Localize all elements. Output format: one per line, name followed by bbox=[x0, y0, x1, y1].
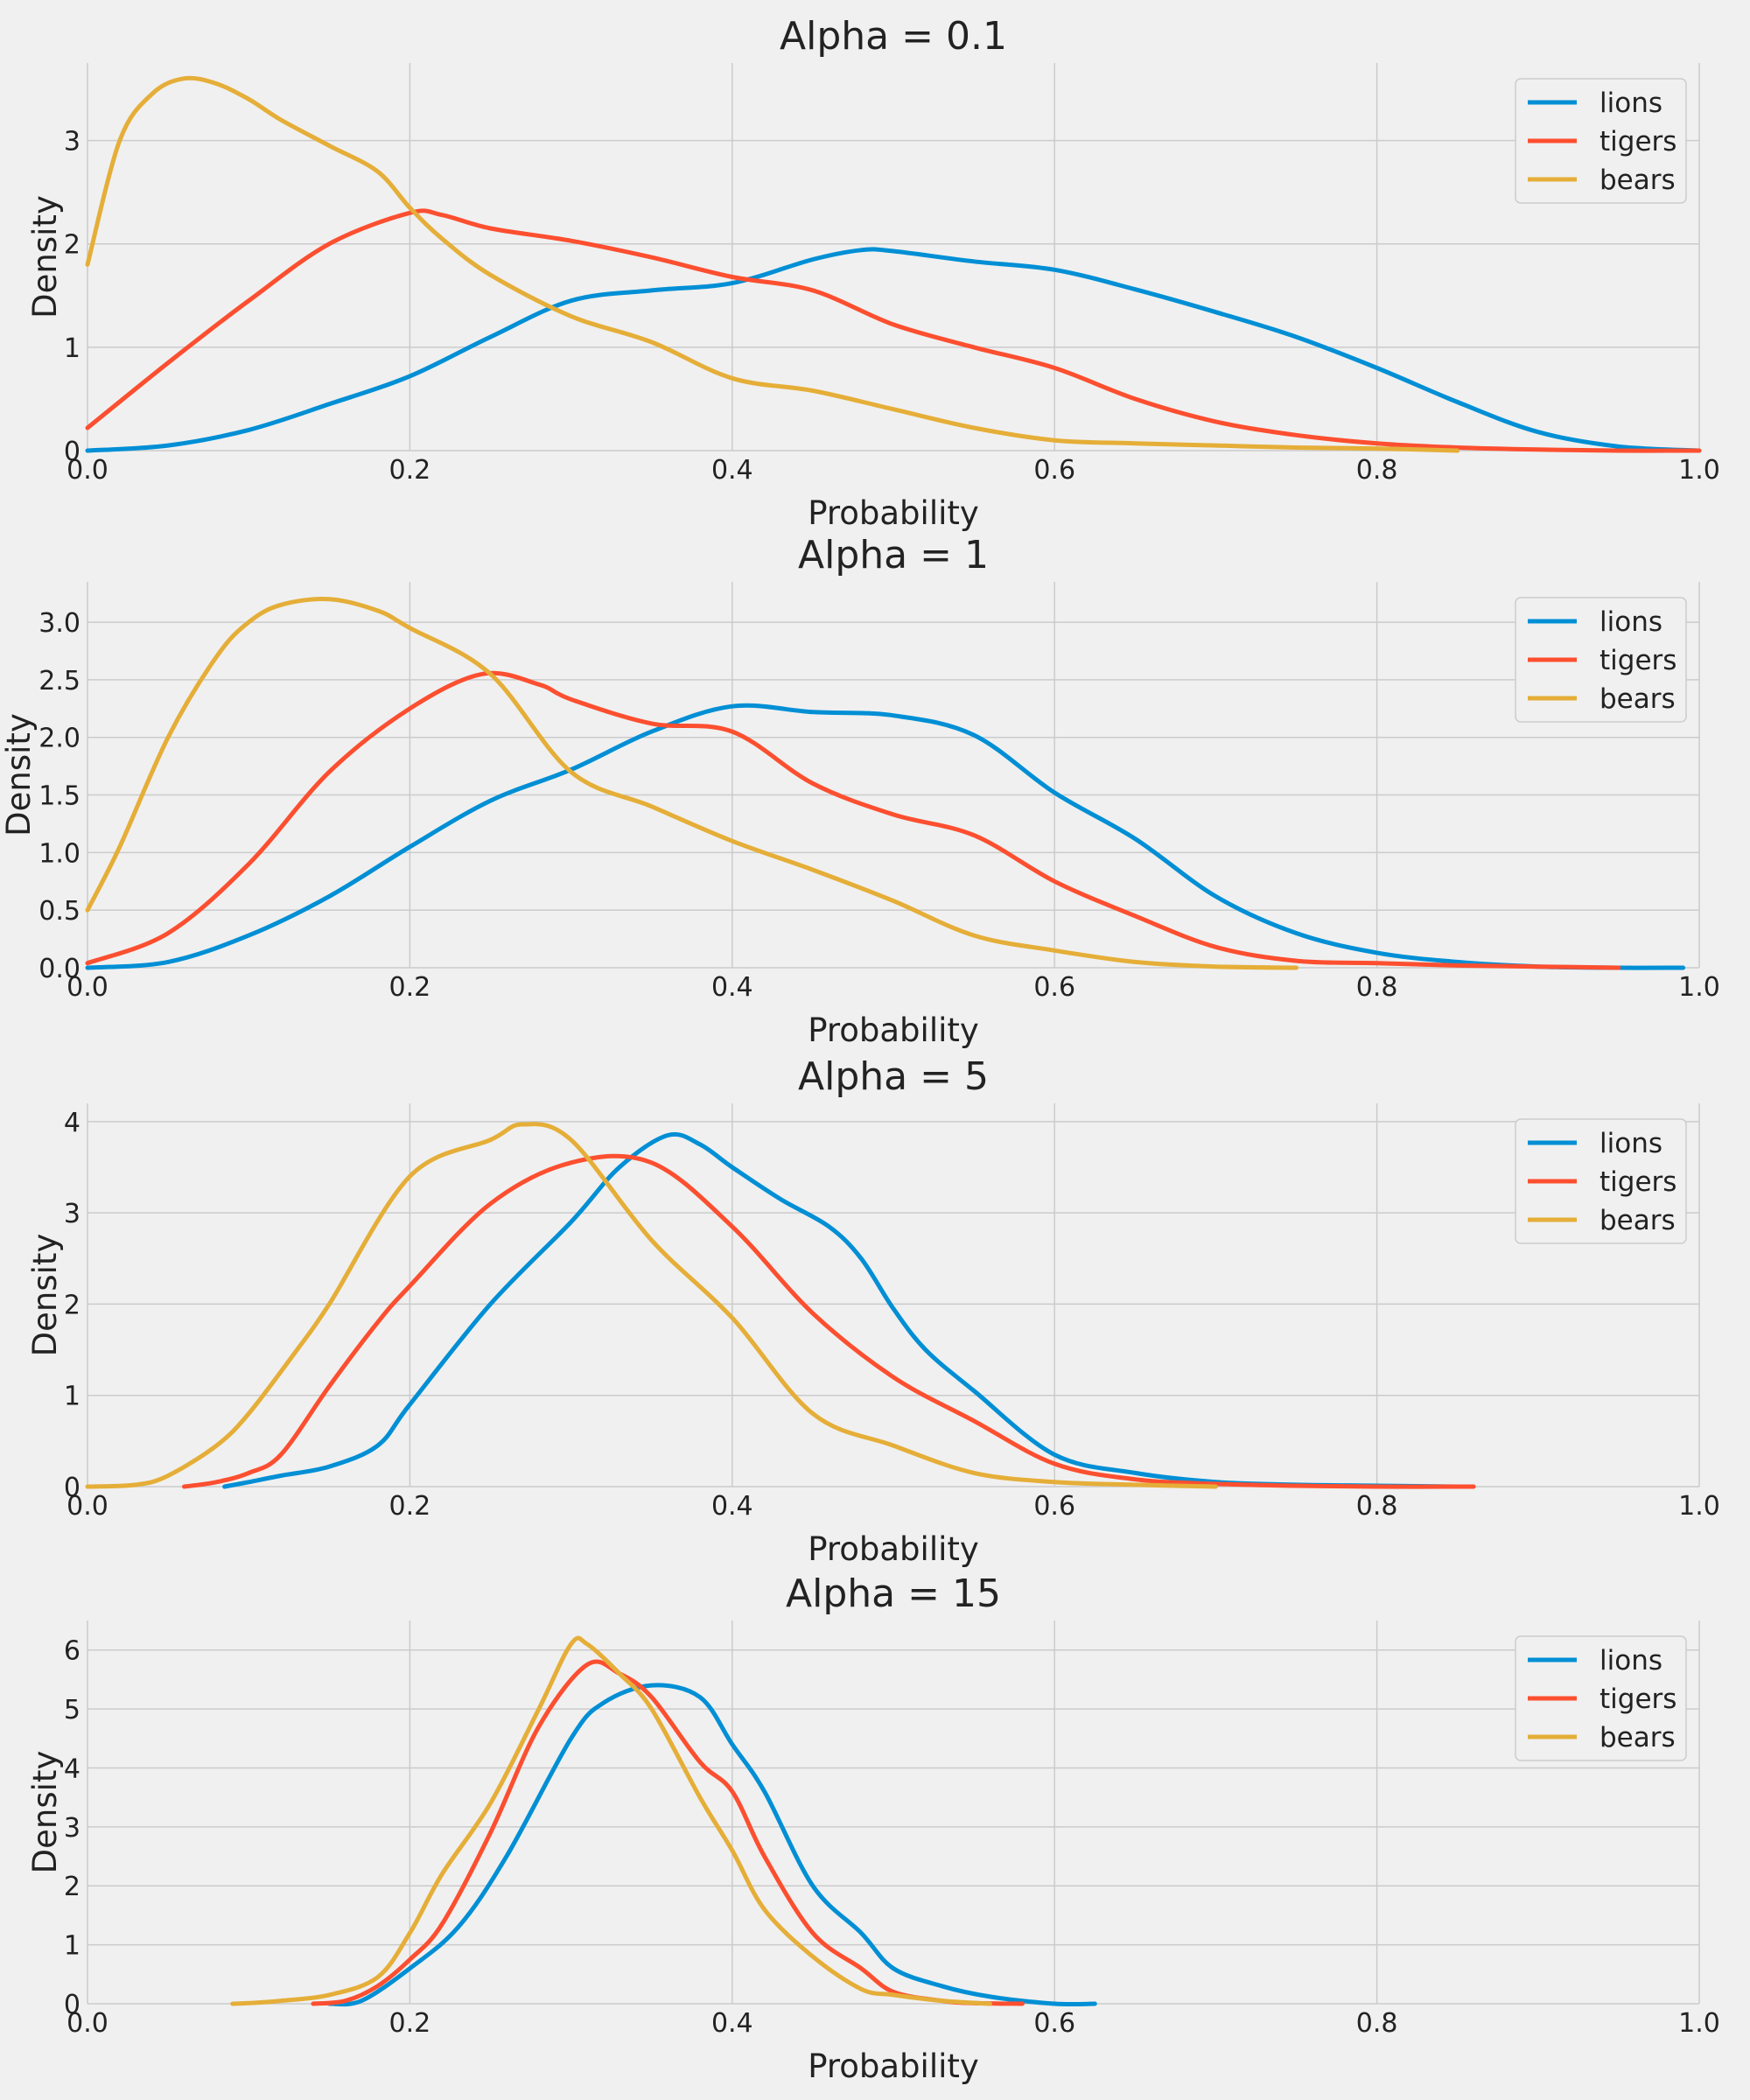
x-tick-label: 0.0 bbox=[66, 455, 108, 486]
x-tick-label: 0.4 bbox=[711, 1491, 753, 1522]
series-line-bears bbox=[230, 1635, 992, 2006]
y-tick-label: 3 bbox=[64, 1199, 80, 1229]
panel-4: 0.0 0.2 0.4 0.6 0.8 1.0 0 1 2 3 4 5 6 Alpha = 15 Proba… bbox=[26, 1572, 1720, 2085]
chart-title: Alpha = 15 bbox=[786, 1572, 1001, 1616]
series-line-tigers bbox=[85, 670, 1621, 970]
y-tick-label: 0 bbox=[64, 1473, 80, 1503]
y-tick-label: 6 bbox=[64, 1636, 80, 1667]
y-tick-label: 4 bbox=[64, 1108, 80, 1138]
x-tick-label: 0.4 bbox=[711, 455, 753, 486]
y-tick-label: 2.5 bbox=[38, 666, 80, 696]
legend-label-tigers: tigers bbox=[1600, 1166, 1676, 1198]
x-tick-label: 0.2 bbox=[389, 1491, 431, 1522]
series-line-bears bbox=[85, 1122, 1218, 1489]
y-tick-label: 3 bbox=[64, 127, 80, 158]
series-line-tigers bbox=[182, 1153, 1476, 1489]
panel-1: 0.0 0.2 0.4 0.6 0.8 1.0 0 1 2 3 Alpha = 0.1 Probabi… bbox=[26, 14, 1720, 532]
chart-title: Alpha = 0.1 bbox=[780, 14, 1007, 59]
y-axis-label: Density bbox=[0, 713, 38, 836]
x-tick-label: 0.0 bbox=[66, 2008, 108, 2039]
series-line-lions bbox=[85, 247, 1702, 453]
x-tick-label: 0.2 bbox=[389, 2008, 431, 2039]
y-tick-label: 1.0 bbox=[38, 838, 80, 869]
series-line-lions bbox=[85, 703, 1686, 970]
x-tick-label: 1.0 bbox=[1678, 1491, 1720, 1522]
panel-2: 0.0 0.2 0.4 0.6 0.8 1.0 0.0 0.5 1.0 1.5 2.0 2.5 3.0 A… bbox=[0, 533, 1720, 1049]
chart-title: Alpha = 1 bbox=[798, 533, 989, 578]
y-axis-label: Density bbox=[26, 1234, 64, 1357]
x-axis-label: Probability bbox=[808, 1530, 979, 1568]
x-tick-label: 0.0 bbox=[66, 972, 108, 1003]
y-tick-label: 0.5 bbox=[38, 896, 80, 927]
y-tick-label: 4 bbox=[64, 1754, 80, 1784]
x-tick-label: 1.0 bbox=[1678, 455, 1720, 486]
legend: lions tigers bears bbox=[1515, 1118, 1687, 1244]
y-tick-label: 3.0 bbox=[38, 608, 80, 639]
x-tick-label: 0.2 bbox=[389, 972, 431, 1003]
legend-label-bears: bears bbox=[1600, 683, 1676, 715]
legend-label-bears: bears bbox=[1600, 1205, 1676, 1236]
x-tick-label: 0.8 bbox=[1356, 2008, 1398, 2039]
x-tick-label: 0.4 bbox=[711, 2008, 753, 2039]
y-tick-label: 2 bbox=[64, 1872, 80, 1902]
y-tick-label: 1 bbox=[64, 1931, 80, 1962]
x-tick-label: 1.0 bbox=[1678, 2008, 1720, 2039]
y-tick-label: 0 bbox=[64, 437, 80, 467]
y-tick-label: 3 bbox=[64, 1813, 80, 1844]
legend-box bbox=[1515, 597, 1687, 723]
legend-label-lions: lions bbox=[1600, 88, 1662, 119]
y-tick-label: 1 bbox=[64, 1382, 80, 1412]
y-tick-label: 1 bbox=[64, 333, 80, 364]
legend-label-lions: lions bbox=[1600, 1128, 1662, 1159]
x-tick-label: 0.8 bbox=[1356, 1491, 1398, 1522]
x-tick-label: 0.6 bbox=[1033, 1491, 1075, 1522]
x-axis-label: Probability bbox=[808, 494, 979, 532]
x-tick-label: 0.6 bbox=[1033, 2008, 1075, 2039]
series-line-bears bbox=[85, 75, 1460, 453]
x-tick-label: 0.2 bbox=[389, 455, 431, 486]
x-tick-label: 0.8 bbox=[1356, 972, 1398, 1003]
x-axis-label: Probability bbox=[808, 1012, 979, 1049]
legend: lions tigers bears bbox=[1515, 78, 1687, 204]
x-axis-label: Probability bbox=[808, 2048, 979, 2085]
series-line-tigers bbox=[311, 1659, 1025, 2006]
chart-title: Alpha = 5 bbox=[798, 1054, 989, 1099]
legend-label-lions: lions bbox=[1600, 606, 1662, 638]
x-tick-label: 0.0 bbox=[66, 1491, 108, 1522]
y-tick-label: 5 bbox=[64, 1695, 80, 1726]
series-line-bears bbox=[85, 596, 1298, 970]
panel-3: 0.0 0.2 0.4 0.6 0.8 1.0 0 1 2 3 4 Alpha = 5 Probabil… bbox=[26, 1054, 1720, 1568]
x-tick-label: 0.4 bbox=[711, 972, 753, 1003]
y-tick-label: 0.0 bbox=[38, 954, 80, 984]
y-tick-label: 2.0 bbox=[38, 724, 80, 754]
y-axis-label: Density bbox=[26, 195, 64, 318]
legend-label-tigers: tigers bbox=[1600, 126, 1676, 158]
legend-label-tigers: tigers bbox=[1600, 645, 1676, 676]
legend-label-tigers: tigers bbox=[1600, 1684, 1676, 1715]
y-tick-label: 0 bbox=[64, 1990, 80, 2020]
x-tick-label: 0.6 bbox=[1033, 455, 1075, 486]
legend-label-bears: bears bbox=[1600, 1722, 1676, 1754]
legend: lions tigers bears bbox=[1515, 1635, 1687, 1761]
legend-box bbox=[1515, 1635, 1687, 1761]
y-tick-label: 2 bbox=[64, 230, 80, 261]
legend-box bbox=[1515, 1118, 1687, 1244]
legend: lions tigers bears bbox=[1515, 597, 1687, 723]
series-line-lions bbox=[222, 1131, 1460, 1489]
x-tick-label: 1.0 bbox=[1678, 972, 1720, 1003]
x-tick-label: 0.8 bbox=[1356, 455, 1398, 486]
y-tick-label: 1.5 bbox=[38, 781, 80, 812]
legend-label-lions: lions bbox=[1600, 1645, 1662, 1676]
y-axis-label: Density bbox=[26, 1751, 64, 1874]
series-line-tigers bbox=[85, 208, 1702, 453]
y-tick-label: 2 bbox=[64, 1290, 80, 1320]
legend-box bbox=[1515, 78, 1687, 204]
x-tick-label: 0.6 bbox=[1033, 972, 1075, 1003]
series-line-lions bbox=[326, 1683, 1097, 2007]
legend-label-bears: bears bbox=[1600, 164, 1676, 196]
